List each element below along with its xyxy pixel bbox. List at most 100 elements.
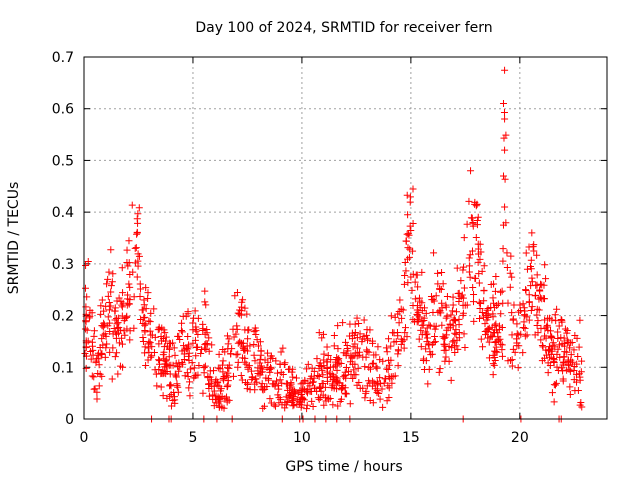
data-point <box>438 299 446 307</box>
data-point <box>376 395 384 403</box>
data-point <box>142 284 150 292</box>
data-point <box>147 331 155 339</box>
data-point <box>248 373 256 381</box>
data-point <box>558 340 566 348</box>
data-point <box>270 401 278 409</box>
data-point <box>451 329 459 337</box>
data-point <box>487 333 495 341</box>
data-point <box>470 290 478 298</box>
data-point <box>239 354 247 362</box>
data-point <box>460 263 468 271</box>
data-point <box>82 317 90 325</box>
data-point <box>111 304 119 312</box>
data-point <box>394 310 402 318</box>
data-point <box>513 339 521 347</box>
data-point <box>161 329 169 337</box>
data-point <box>552 317 560 325</box>
data-point <box>477 335 485 343</box>
data-point <box>346 400 354 408</box>
y-tick-label: 0.7 <box>52 50 74 66</box>
data-point <box>465 254 473 262</box>
axis-ticks: 0 0.1 0.2 0.3 0.4 0.5 0.6 0.7 0 5 10 15 20 <box>52 50 607 446</box>
data-point <box>183 369 191 377</box>
data-point <box>449 338 457 346</box>
data-point <box>427 351 435 359</box>
data-point <box>321 383 329 391</box>
data-point <box>509 315 517 323</box>
data-point <box>387 342 395 350</box>
data-point <box>474 240 482 248</box>
data-point <box>155 356 163 364</box>
data-point <box>235 310 243 318</box>
x-tick-label: 10 <box>293 430 311 446</box>
data-point <box>443 312 451 320</box>
data-point <box>501 115 509 123</box>
data-point <box>107 288 115 296</box>
data-point <box>263 363 271 371</box>
data-point <box>244 365 252 373</box>
data-point <box>440 340 448 348</box>
data-point <box>156 357 164 365</box>
data-point <box>554 328 562 336</box>
data-point <box>382 375 390 383</box>
data-point <box>351 360 359 368</box>
data-point <box>448 307 456 315</box>
data-point <box>109 270 117 278</box>
data-point <box>515 308 523 316</box>
data-point <box>547 332 555 340</box>
data-point <box>251 386 259 394</box>
data-point <box>472 234 480 242</box>
data-point <box>94 351 102 359</box>
data-point <box>560 359 568 367</box>
data-point <box>90 373 98 381</box>
data-point <box>530 241 538 249</box>
data-point <box>346 320 354 328</box>
data-point <box>400 344 408 352</box>
data-point <box>519 300 527 308</box>
data-point <box>334 378 342 386</box>
data-point <box>481 327 489 335</box>
data-point <box>429 308 437 316</box>
data-point <box>201 341 209 349</box>
data-point <box>223 371 231 379</box>
data-point <box>162 356 170 364</box>
data-point <box>130 324 138 332</box>
y-tick-label: 0.2 <box>52 309 74 325</box>
data-point <box>380 379 388 387</box>
data-point <box>404 211 412 219</box>
data-point <box>421 304 429 312</box>
data-point <box>228 345 236 353</box>
data-point <box>191 307 199 315</box>
data-point <box>341 390 349 398</box>
data-point <box>98 372 106 380</box>
y-tick-label: 0.1 <box>52 360 74 376</box>
data-point <box>364 335 372 343</box>
data-point <box>135 204 143 212</box>
data-point <box>407 273 415 281</box>
data-point <box>224 340 232 348</box>
data-point <box>244 335 252 343</box>
data-point <box>385 393 393 401</box>
data-point <box>192 327 200 335</box>
data-point <box>163 361 171 369</box>
data-point <box>547 350 555 358</box>
data-point <box>146 327 154 335</box>
data-point <box>523 331 531 339</box>
data-point <box>369 399 377 407</box>
data-point <box>423 330 431 338</box>
data-point <box>403 230 411 238</box>
data-point <box>154 326 162 334</box>
y-tick-label: 0.6 <box>52 102 74 118</box>
x-tick-label: 15 <box>402 430 420 446</box>
data-point <box>180 342 188 350</box>
data-point <box>483 306 491 314</box>
data-point <box>330 332 338 340</box>
data-point <box>111 307 119 315</box>
data-point <box>102 302 110 310</box>
data-point <box>474 258 482 266</box>
data-point <box>82 261 90 269</box>
data-point <box>436 285 444 293</box>
data-point <box>460 284 468 292</box>
data-point <box>379 357 387 365</box>
data-point <box>172 372 180 380</box>
